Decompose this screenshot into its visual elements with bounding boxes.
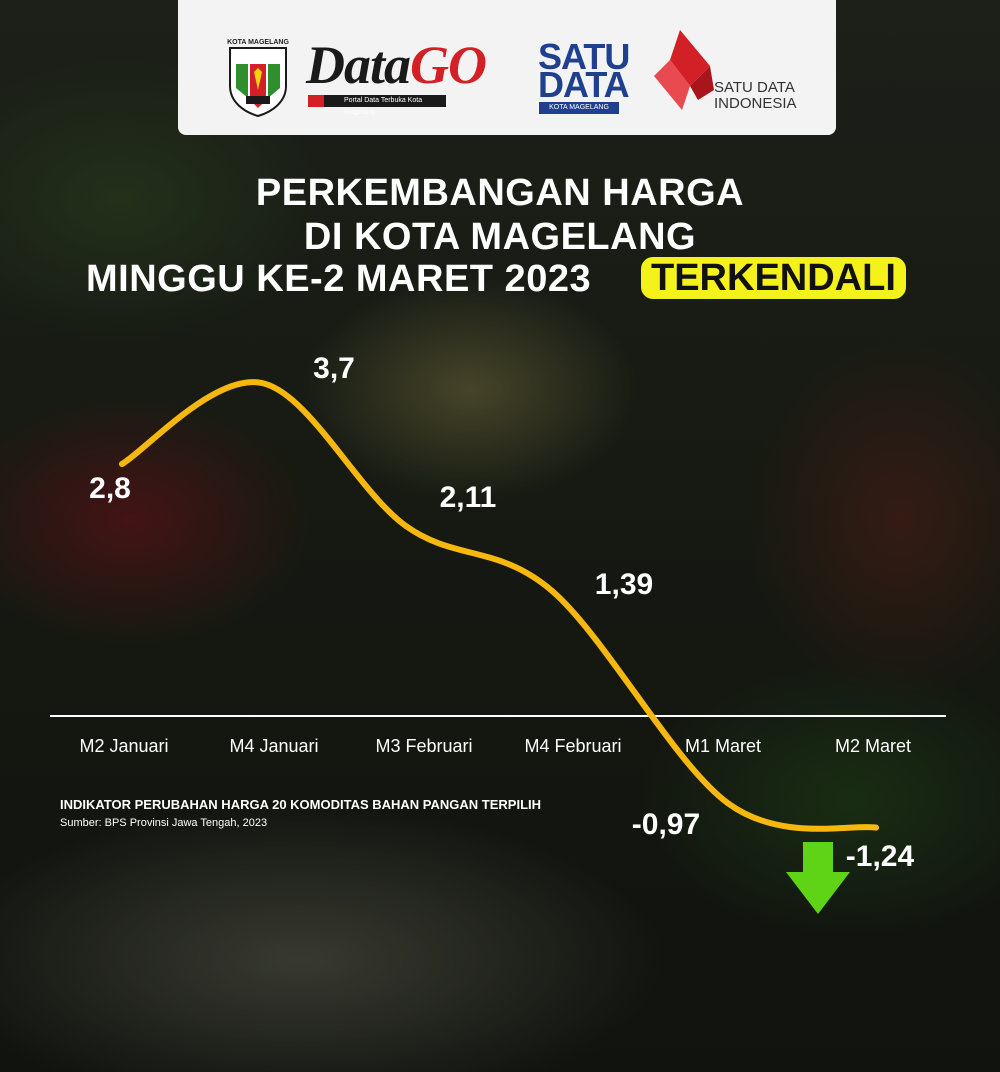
arrow-down-icon xyxy=(786,842,850,914)
x-tick-label-3: M3 Februari xyxy=(375,736,472,756)
data-point-3 xyxy=(403,523,409,530)
datago-logo: DataGO xyxy=(306,34,487,96)
data-label-4: 1,39 xyxy=(595,568,653,601)
datago-tagline: Portal Data Terbuka Kota Magelang xyxy=(308,95,446,116)
datago-logo-go: GO xyxy=(410,35,487,95)
crest-caption: KOTA MAGELANG xyxy=(227,39,289,46)
data-point-6 xyxy=(873,824,879,831)
data-point-5 xyxy=(725,800,731,807)
status-badge: TERKENDALI xyxy=(641,257,906,299)
satu-data-indonesia-text: SATU DATA INDONESIA xyxy=(714,80,797,112)
data-point-2 xyxy=(259,380,265,386)
data-label-5: -0,97 xyxy=(632,808,700,841)
data-label-6: -1,24 xyxy=(846,840,915,873)
datago-logo-data: Data xyxy=(306,35,411,95)
title-line-3: MINGGU KE-2 MARET 2023 xyxy=(86,258,592,300)
title-line-1: PERKEMBANGAN HARGA xyxy=(255,172,745,214)
title-line-2: DI KOTA MAGELANG xyxy=(303,216,697,258)
satu-data-kota-caption: KOTA MAGELANG xyxy=(539,102,619,114)
data-label-3: 2,11 xyxy=(440,481,497,514)
x-tick-label-5: M1 Maret xyxy=(685,736,761,756)
sdi-line-1: SATU DATA xyxy=(714,79,795,96)
x-tick-label-4: M4 Februari xyxy=(524,736,621,756)
chart-note: INDIKATOR PERUBAHAN HARGA 20 KOMODITAS B… xyxy=(60,797,542,812)
x-tick-label-6: M2 Maret xyxy=(835,736,911,756)
data-label-2: 3,7 xyxy=(313,352,355,385)
satu-data-logo-top: SATU xyxy=(538,36,630,77)
chart-source: Sumber: BPS Provinsi Jawa Tengah, 2023 xyxy=(60,817,268,829)
x-tick-label-1: M2 Januari xyxy=(79,736,168,756)
kota-magelang-crest-icon xyxy=(229,47,287,118)
series-line xyxy=(119,379,879,832)
x-tick-label-2: M4 Januari xyxy=(229,736,318,756)
logo-bar: KOTA MAGELANG DataGO Portal Data Terbuka… xyxy=(178,0,836,135)
data-point-4 xyxy=(549,587,555,594)
data-label-1: 2,8 xyxy=(89,472,131,505)
satu-data-indonesia-mark-icon xyxy=(654,30,714,110)
satu-data-logo-bottom: DATA xyxy=(538,64,630,105)
sdi-line-2: INDONESIA xyxy=(714,95,797,112)
data-point-1 xyxy=(119,461,125,467)
